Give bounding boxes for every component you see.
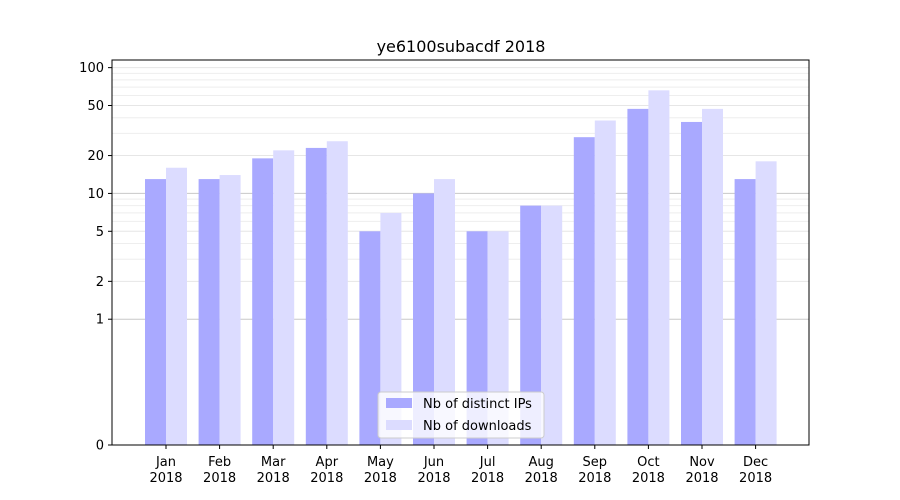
x-tick-label: Sep 2018 (578, 455, 611, 486)
y-axis: 0 1 2 5 10 20 50 100 (79, 61, 112, 454)
bar (166, 167, 187, 445)
bar (380, 212, 402, 445)
plot-frame (111, 59, 810, 446)
legend-box (377, 391, 545, 439)
y-tick-label: 2 (96, 275, 104, 290)
x-tick-label: Apr 2018 (310, 455, 343, 486)
bar (755, 161, 777, 445)
bar (273, 150, 295, 445)
x-tick-label: Jun 2018 (417, 455, 450, 486)
y-tick-label: 1 (96, 313, 104, 328)
bar (305, 147, 327, 446)
x-tick-label: Mar 2018 (257, 455, 290, 486)
x-tick-label: Feb 2018 (203, 455, 236, 486)
y-tick-label: 100 (79, 61, 104, 76)
bar (198, 179, 220, 445)
bar (681, 121, 702, 445)
bar (627, 108, 649, 445)
x-tick-label: May 2018 (364, 455, 397, 486)
legend: Nb of distinct IPs Nb of downloads (377, 391, 545, 439)
bar (413, 193, 434, 445)
x-tick-label: Nov 2018 (685, 455, 718, 486)
x-tick-label: Aug 2018 (525, 455, 558, 486)
bar (326, 141, 348, 445)
legend-swatch (386, 420, 412, 430)
bar (520, 205, 542, 445)
bar (252, 158, 274, 445)
bar (648, 90, 670, 445)
bar (219, 175, 241, 446)
chart-title: ye6100subacdf 2018 (377, 37, 546, 56)
bar (573, 137, 595, 445)
bar (359, 231, 381, 445)
x-axis: Jan 2018 Feb 2018 Mar 2018 Apr 2018 May 2018 Jun 20… (149, 445, 772, 486)
y-tick-label: 10 (87, 187, 104, 202)
x-tick-label: Jul 2018 (471, 455, 504, 486)
legend-label: Nb of distinct IPs (423, 397, 532, 412)
y-tick-label: 50 (87, 99, 104, 114)
y-tick-label: 20 (87, 149, 104, 164)
x-tick-label: Dec 2018 (739, 455, 772, 486)
bar (594, 120, 616, 446)
x-tick-label: Jan 2018 (149, 455, 182, 486)
x-tick-label: Oct 2018 (632, 455, 665, 486)
y-tick-label: 5 (96, 225, 104, 240)
y-tick-label: 0 (96, 439, 104, 454)
legend-label: Nb of downloads (423, 419, 532, 434)
bar (702, 108, 723, 445)
bar (734, 179, 756, 445)
bar (145, 179, 166, 445)
bar (541, 205, 563, 445)
legend-swatch (386, 398, 412, 408)
bar (434, 179, 455, 445)
